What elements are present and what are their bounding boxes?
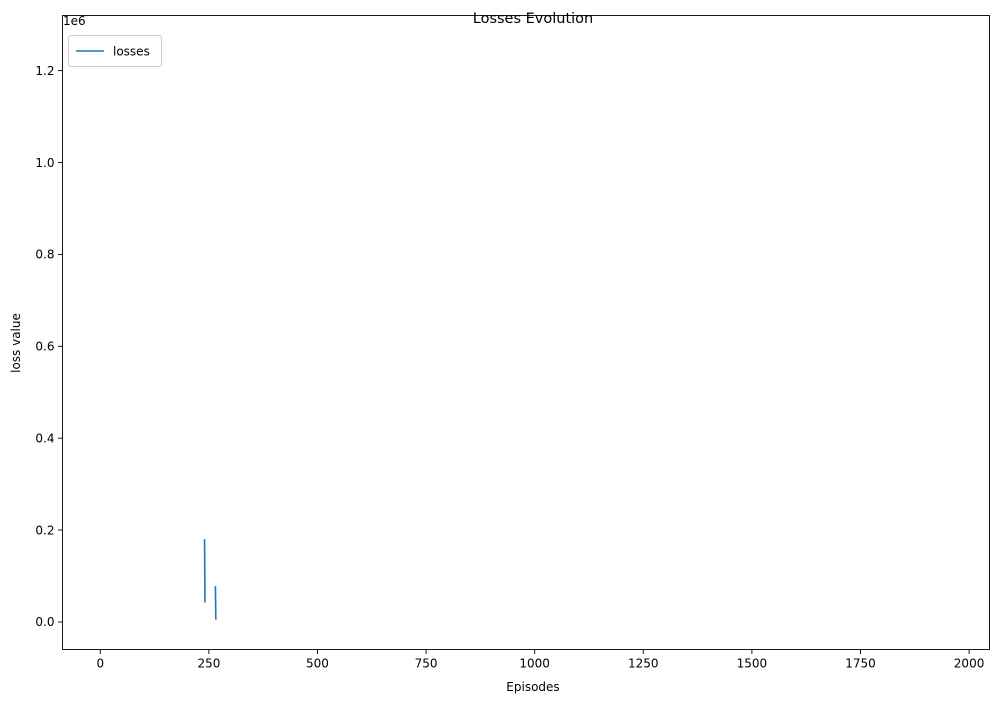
y-axis-label: loss value: [9, 313, 23, 373]
chart-title: Losses Evolution: [473, 11, 594, 27]
legend-label-losses: losses: [113, 45, 150, 59]
x-tick-label: 250: [197, 657, 220, 671]
x-tick-label: 0: [96, 657, 104, 671]
x-axis-label: Episodes: [506, 680, 559, 694]
y-tick-label: 0.2: [35, 523, 54, 537]
y-tick-label: 1.2: [35, 64, 54, 78]
x-tick-label: 1000: [519, 657, 550, 671]
x-tick-label: 1750: [845, 657, 876, 671]
data-point: [215, 586, 216, 587]
legend: losses: [69, 36, 162, 67]
y-tick-label: 0.4: [35, 431, 54, 445]
x-tick-label: 1250: [628, 657, 659, 671]
data-point: [204, 539, 205, 540]
data-point: [204, 602, 205, 603]
data-point: [215, 619, 216, 620]
x-tick-label: 1500: [737, 657, 768, 671]
x-tick-label: 2000: [954, 657, 985, 671]
y-tick-label: 0.8: [35, 248, 54, 262]
y-axis-offset-label: 1e6: [63, 14, 86, 28]
y-tick-label: 0.6: [35, 340, 54, 354]
x-tick-label: 500: [306, 657, 329, 671]
y-tick-label: 0.0: [35, 615, 54, 629]
x-tick-label: 750: [415, 657, 438, 671]
y-tick-label: 1.0: [35, 156, 54, 170]
